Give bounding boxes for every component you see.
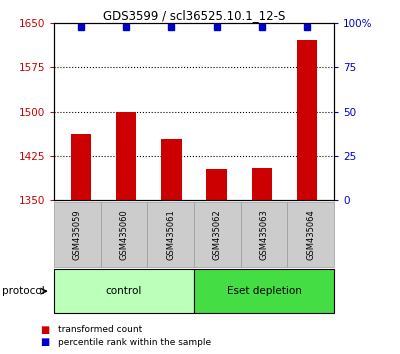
Bar — [206, 169, 227, 200]
Bar — [252, 167, 272, 200]
Text: Eset depletion: Eset depletion — [226, 286, 302, 296]
Text: control: control — [106, 286, 142, 296]
Text: ■: ■ — [40, 325, 49, 335]
Bar — [71, 134, 91, 200]
Bar — [161, 139, 182, 200]
Text: ■: ■ — [40, 337, 49, 347]
Text: GSM435059: GSM435059 — [73, 209, 82, 260]
Bar — [116, 112, 136, 200]
Bar — [297, 40, 317, 200]
Text: GSM435062: GSM435062 — [213, 209, 222, 260]
Text: GSM435064: GSM435064 — [306, 209, 315, 260]
Text: GSM435060: GSM435060 — [120, 209, 128, 260]
Text: percentile rank within the sample: percentile rank within the sample — [58, 338, 211, 347]
Text: transformed count: transformed count — [58, 325, 142, 335]
Text: GSM435063: GSM435063 — [260, 209, 268, 260]
Text: protocol: protocol — [2, 286, 45, 296]
Title: GDS3599 / scl36525.10.1_12-S: GDS3599 / scl36525.10.1_12-S — [103, 9, 285, 22]
Text: GSM435061: GSM435061 — [166, 209, 175, 260]
